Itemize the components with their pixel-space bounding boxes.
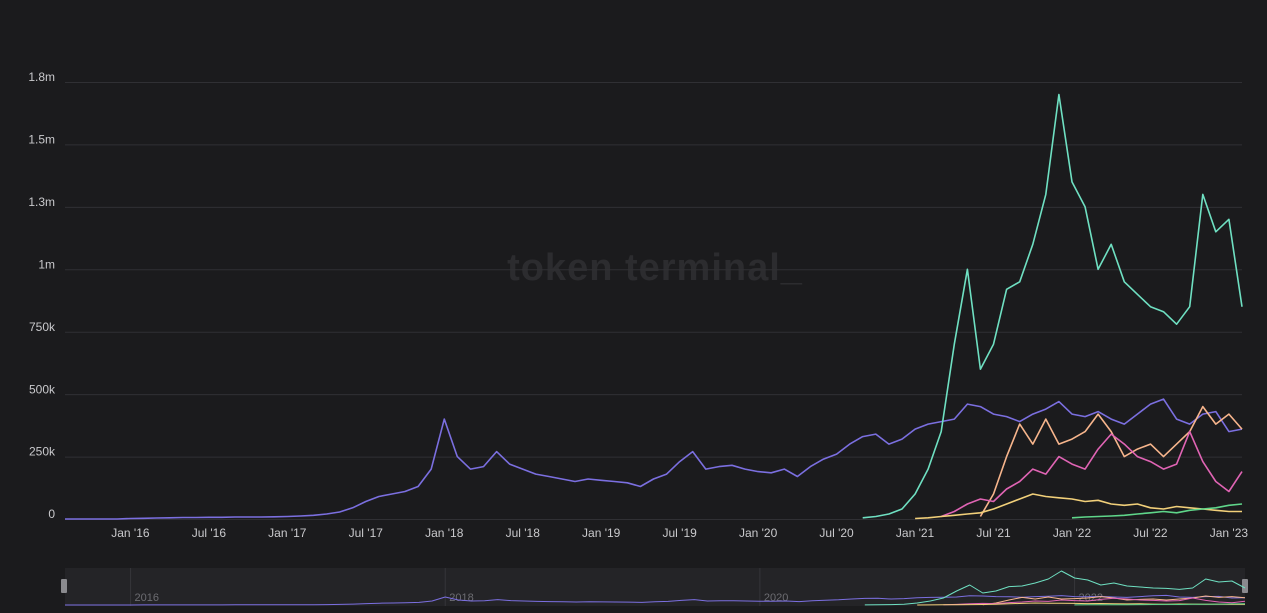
navigator-line (864, 570, 1246, 606)
x-tick-label: Jan '21 (896, 526, 935, 540)
x-tick-label: Jul '20 (819, 526, 854, 540)
navigator-label: 2016 (135, 592, 159, 604)
watermark: token terminal_ (507, 247, 803, 289)
x-tick-label: Jul '18 (506, 526, 541, 540)
y-tick-label: 1m (38, 257, 55, 271)
navigator-line (1074, 603, 1246, 606)
x-tick-label: Jul '16 (192, 526, 227, 540)
y-tick-label: 1.3m (28, 195, 55, 209)
navigator-line (65, 594, 1246, 606)
y-tick-label: 250k (29, 445, 56, 459)
navigator-label: 2020 (764, 592, 788, 604)
y-tick-label: 0 (48, 507, 55, 521)
series-line (1071, 503, 1243, 519)
x-tick-label: Jul '19 (662, 526, 697, 540)
y-tick-label: 1.5m (28, 133, 55, 147)
series-line (979, 405, 1243, 517)
y-tick-label: 750k (29, 320, 56, 334)
series-line (915, 493, 1242, 520)
navigator-handle[interactable] (61, 579, 67, 593)
series-line (862, 93, 1243, 519)
x-tick-label: Jan '20 (739, 526, 778, 540)
navigator-line (943, 597, 1246, 606)
x-tick-label: Jan '18 (425, 526, 464, 540)
navigator (65, 568, 1245, 606)
navigator-label: 2018 (449, 592, 473, 604)
x-tick-label: Jul '21 (976, 526, 1011, 540)
x-tick-label: Jan '23 (1210, 526, 1249, 540)
series-line (65, 398, 1243, 520)
x-tick-label: Jan '19 (582, 526, 621, 540)
y-tick-label: 500k (29, 382, 56, 396)
y-tick-label: 1.8m (28, 70, 55, 84)
x-tick-label: Jan '22 (1053, 526, 1092, 540)
x-tick-label: Jul '22 (1133, 526, 1168, 540)
x-tick-label: Jan '17 (268, 526, 307, 540)
x-tick-label: Jul '17 (349, 526, 384, 540)
x-tick-label: Jan '16 (111, 526, 150, 540)
series-line (940, 430, 1243, 518)
navigator-handle[interactable] (1242, 579, 1248, 593)
